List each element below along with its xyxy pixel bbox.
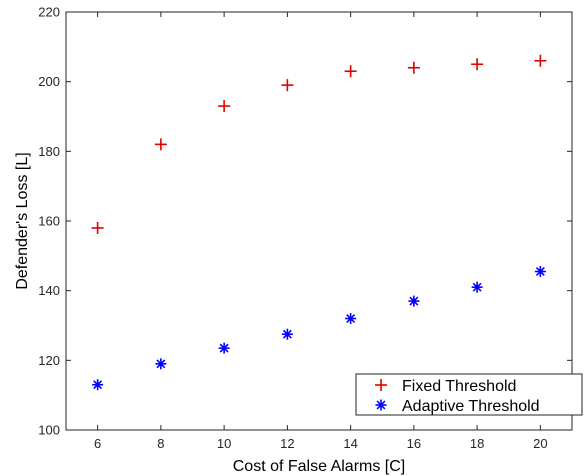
data-point-series-0 bbox=[281, 79, 294, 92]
x-tick-label: 10 bbox=[217, 436, 231, 451]
data-markers bbox=[91, 54, 547, 391]
data-point-series-1 bbox=[534, 266, 546, 278]
data-point-series-0 bbox=[91, 221, 104, 234]
data-point-series-1 bbox=[92, 379, 104, 391]
y-tick-label: 120 bbox=[38, 353, 60, 368]
data-point-series-1 bbox=[155, 358, 167, 370]
x-axis-ticks: 6 8 10 12 14 16 18 20 bbox=[94, 12, 548, 451]
x-tick-label: 14 bbox=[343, 436, 357, 451]
x-axis-label: Cost of False Alarms [C] bbox=[233, 458, 406, 475]
y-tick-label: 200 bbox=[38, 74, 60, 89]
data-point-series-0 bbox=[154, 138, 167, 151]
x-tick-label: 12 bbox=[280, 436, 294, 451]
x-tick-label: 16 bbox=[407, 436, 421, 451]
y-tick-label: 180 bbox=[38, 144, 60, 159]
legend-marker-adaptive-threshold bbox=[375, 399, 387, 411]
data-point-series-0 bbox=[534, 54, 547, 67]
legend: Fixed Threshold Adaptive Threshold bbox=[355, 373, 583, 416]
data-point-series-0 bbox=[344, 65, 357, 78]
data-point-series-0 bbox=[471, 58, 484, 71]
data-point-series-1 bbox=[218, 342, 230, 354]
y-tick-label: 100 bbox=[38, 423, 60, 438]
plot-area bbox=[65, 11, 573, 431]
data-point-series-1 bbox=[408, 295, 420, 307]
legend-box bbox=[355, 373, 583, 416]
legend-marker-fixed-threshold bbox=[375, 379, 387, 391]
y-axis-label: Defender's Loss [L] bbox=[14, 152, 31, 289]
y-tick-label: 160 bbox=[38, 214, 60, 229]
data-point-series-1 bbox=[345, 313, 357, 325]
data-point-series-0 bbox=[407, 61, 420, 74]
legend-label-fixed-threshold: Fixed Threshold bbox=[402, 378, 516, 395]
y-tick-label: 220 bbox=[38, 5, 60, 20]
y-tick-label: 140 bbox=[38, 283, 60, 298]
x-tick-label: 6 bbox=[94, 436, 101, 451]
x-tick-label: 8 bbox=[157, 436, 164, 451]
legend-markers bbox=[375, 379, 387, 411]
data-point-series-1 bbox=[471, 281, 483, 293]
data-point-series-0 bbox=[218, 100, 231, 113]
x-tick-label: 20 bbox=[533, 436, 547, 451]
x-tick-label: 18 bbox=[470, 436, 484, 451]
data-point-series-1 bbox=[281, 328, 293, 340]
legend-label-adaptive-threshold: Adaptive Threshold bbox=[402, 398, 540, 415]
y-axis-ticks: 100 120 140 160 180 200 220 bbox=[38, 5, 572, 438]
